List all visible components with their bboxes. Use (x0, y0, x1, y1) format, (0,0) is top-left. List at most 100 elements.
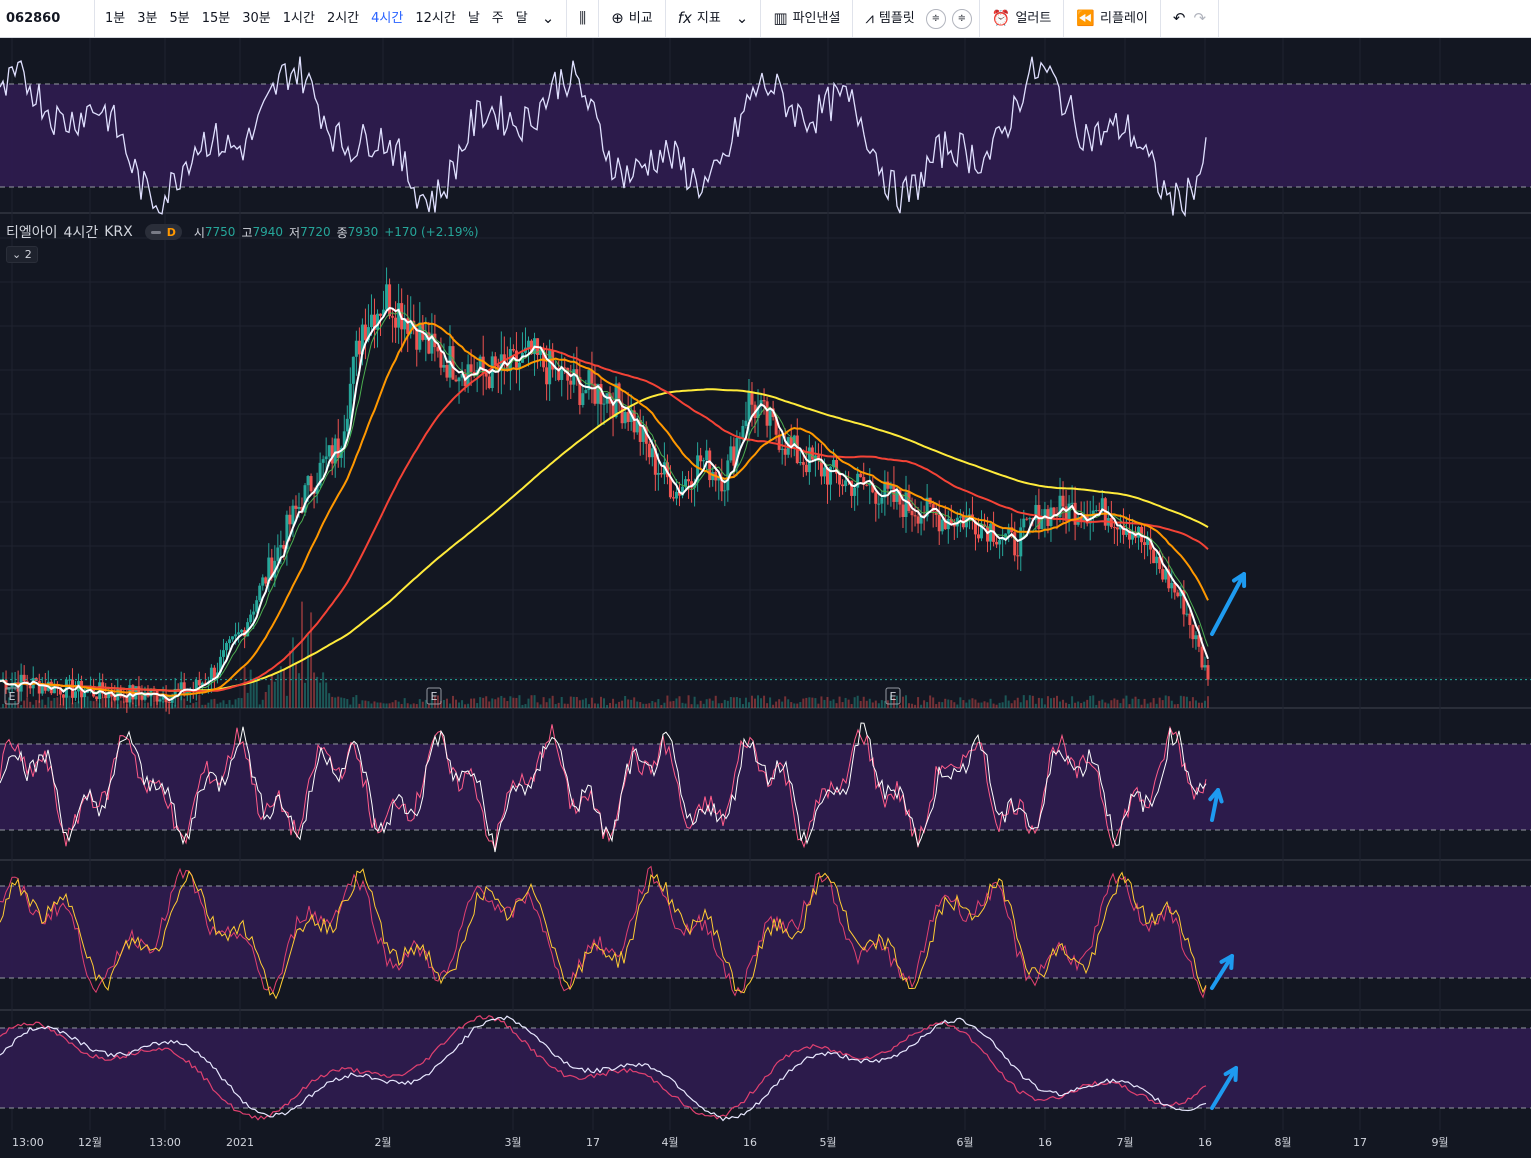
candle-body (336, 438, 340, 458)
volume-bar (252, 678, 255, 708)
timeframe-10[interactable]: 주 (491, 11, 504, 26)
candle-body (345, 418, 349, 432)
candle-body (684, 479, 688, 487)
timeframe-5[interactable]: 1시간 (282, 11, 315, 26)
earnings-marker (4, 687, 20, 705)
volume-bar (382, 703, 385, 708)
volume-bar (1194, 700, 1197, 708)
candle-body (297, 506, 301, 509)
volume-bar (445, 698, 448, 708)
candle-body (357, 340, 361, 355)
timeframe-6[interactable]: 2시간 (326, 11, 360, 26)
replay-button[interactable]: ⏪ 리플레이 (1068, 0, 1156, 37)
candle-body (946, 518, 950, 530)
volume-bar (343, 698, 346, 708)
candle-body (620, 402, 624, 424)
timeframe-4[interactable]: 30분 (242, 11, 271, 26)
delayed-badge: D (166, 225, 176, 239)
volume-bar (1197, 702, 1200, 708)
x-axis-label: 17 (586, 1136, 600, 1149)
volume-bar (512, 697, 515, 708)
candle-body (122, 696, 126, 698)
x-axis-label: 7월 (1116, 1136, 1133, 1149)
volume-bar (140, 698, 143, 708)
candle-body (998, 540, 1002, 545)
compare-button[interactable]: ⊕ 비교 (603, 0, 661, 37)
volume-bar (817, 703, 820, 708)
volume-bar (313, 672, 316, 708)
volume-bar (1089, 695, 1092, 708)
timeframe-8[interactable]: 12시간 (415, 11, 456, 26)
layout-toggle-2[interactable]: ≑ (951, 8, 972, 29)
timeframe-1[interactable]: 3분 (137, 11, 158, 26)
chart-type-button[interactable]: ⫼ (571, 0, 594, 37)
candle-body (723, 490, 727, 492)
volume-bar (581, 699, 584, 708)
indicator-collapse-button[interactable]: ⌄ 2 (6, 246, 38, 263)
volume-bar (325, 682, 328, 708)
pine-button[interactable]: ▥ 파인낸셜 (765, 0, 848, 37)
volume-bar (947, 699, 950, 708)
candle-body (49, 681, 53, 694)
candle-body (747, 392, 751, 421)
candle-body (995, 541, 999, 545)
volume-bar (500, 695, 503, 708)
candle-body (744, 420, 748, 426)
timeframe-9[interactable]: 날 (467, 11, 480, 26)
redo-button[interactable]: ↷ (1193, 0, 1214, 37)
open-value: 7750 (204, 225, 236, 239)
candle-body (397, 303, 401, 328)
candle-body (249, 614, 253, 623)
candle-body (1028, 518, 1032, 520)
timeframe-11[interactable]: 달 (515, 11, 528, 26)
high-label: 고 (241, 225, 253, 240)
volume-bar (790, 702, 793, 708)
timeframe-dropdown[interactable]: ⌄ (534, 0, 563, 37)
volume-bar (246, 692, 249, 708)
volume-bar (732, 697, 735, 708)
slow-d-line (0, 1015, 1207, 1121)
volume-bar (279, 666, 282, 708)
candle-body (674, 491, 678, 499)
timeframe-7[interactable]: 4시간 (371, 11, 404, 26)
volume-bar (364, 700, 367, 708)
candle-body (925, 497, 929, 517)
symbol-name[interactable]: 티엘아이 (6, 225, 58, 241)
volume-bar (711, 700, 714, 708)
volume-bar (50, 700, 53, 708)
volume-bar (95, 697, 98, 708)
volume-bar (814, 698, 817, 708)
timeframe-3[interactable]: 15분 (201, 11, 231, 26)
volume-bar (1104, 702, 1107, 708)
volume-bar (294, 664, 297, 708)
timeframe-0[interactable]: 1분 (105, 11, 126, 26)
indicators-button[interactable]: fx 지표 ⌄ (670, 0, 757, 37)
candle-body (702, 460, 706, 462)
templates-button[interactable]: ⩘ 템플릿 (857, 0, 922, 37)
candle-body (409, 320, 413, 334)
layout-toggle-1[interactable]: ≑ (925, 8, 946, 29)
candle-body (711, 472, 715, 481)
volume-bar (448, 703, 451, 708)
series-legend: 티엘아이 4시간 KRX D 시 7750 고 7940 저 7720 종 7930 +… (6, 222, 479, 242)
volume-bar (584, 698, 587, 708)
candle-body (780, 448, 784, 450)
symbol-search[interactable]: 062860 (0, 0, 95, 37)
candle-body (209, 667, 213, 682)
alert-button[interactable]: ⏰ 얼러트 (984, 0, 1060, 37)
low-label: 저 (289, 225, 301, 240)
undo-button[interactable]: ↶ (1165, 0, 1194, 37)
timeframe-2[interactable]: 5분 (169, 11, 190, 26)
volume-bar (355, 695, 358, 708)
candles (1, 267, 1210, 715)
volume-bar (228, 700, 231, 708)
candle-body (1025, 518, 1029, 520)
volume-bar (536, 702, 539, 708)
data-badge[interactable]: D (144, 224, 182, 240)
volume-bar (871, 702, 874, 708)
ma-red-line (0, 346, 1209, 693)
divider (566, 0, 568, 37)
volume-bar (497, 697, 500, 708)
candle-body (1040, 519, 1044, 530)
